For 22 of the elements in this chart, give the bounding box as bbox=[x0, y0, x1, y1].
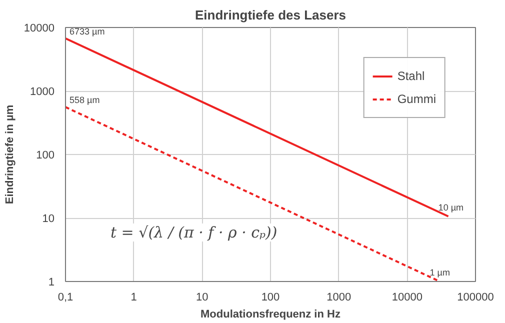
x-tick-label: 1000 bbox=[326, 292, 352, 304]
x-tick-label: 10 bbox=[196, 292, 208, 304]
annotation: 1 µm bbox=[430, 268, 450, 278]
x-tick-label: 100000 bbox=[457, 292, 494, 304]
annotation: 558 µm bbox=[70, 95, 100, 106]
chart-title: Eindringtiefe des Lasers bbox=[195, 8, 346, 22]
y-axis-title: Eindringtiefe in µm bbox=[4, 104, 16, 204]
x-tick-label: 1 bbox=[130, 292, 137, 304]
legend-label: Gummi bbox=[397, 92, 436, 106]
x-axis-title: Modulationsfrequenz in Hz bbox=[200, 308, 341, 320]
y-tick-label: 1000 bbox=[30, 86, 55, 98]
legend-label: Stahl bbox=[397, 69, 425, 83]
annotation: t = √(λ / (π · f · ρ · cₚ)) bbox=[110, 224, 278, 242]
annotation: 6733 µm bbox=[70, 26, 105, 36]
y-tick-label: 100 bbox=[36, 150, 55, 162]
y-tick-label: 10000 bbox=[24, 22, 55, 34]
y-tick-label: 10 bbox=[42, 213, 55, 225]
x-tick-label: 100 bbox=[261, 292, 280, 304]
y-tick-label: 1 bbox=[48, 276, 55, 288]
annotation: 10 µm bbox=[438, 202, 464, 212]
x-tick-label: 0,1 bbox=[58, 292, 74, 304]
x-tick-label: 10000 bbox=[392, 292, 422, 304]
